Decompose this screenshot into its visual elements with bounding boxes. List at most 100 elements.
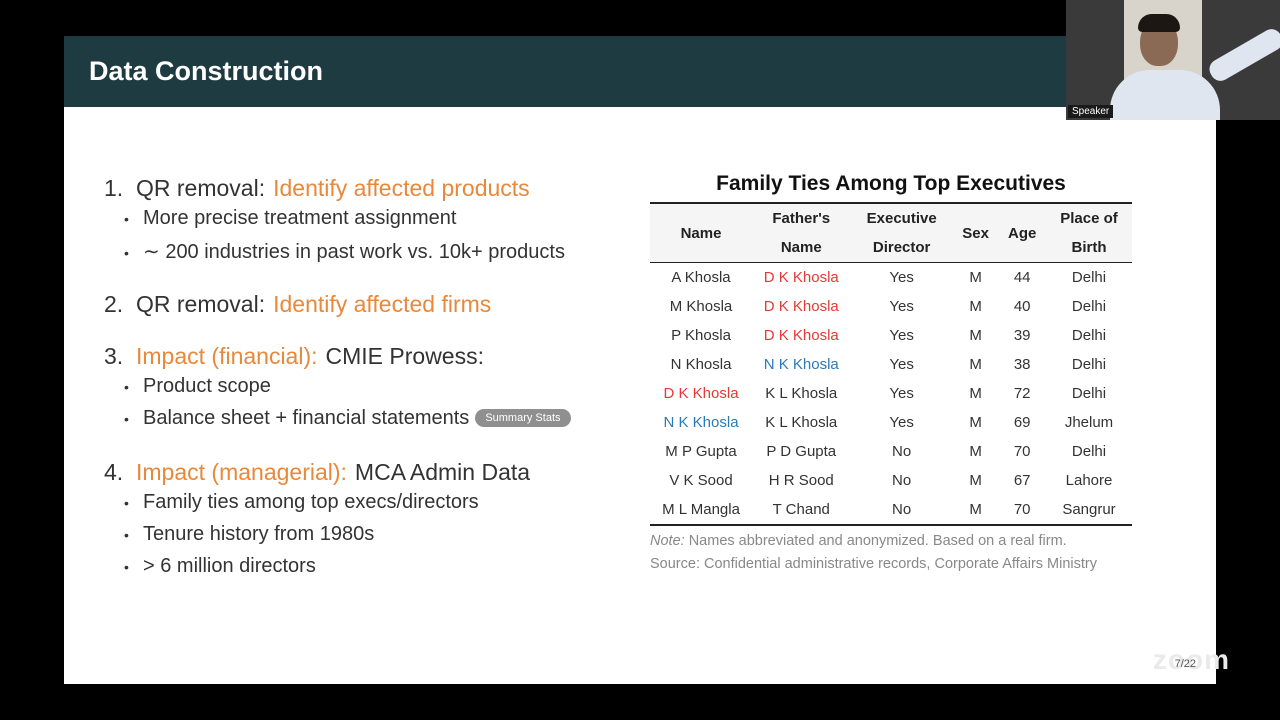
column-header-line: Place of [1060, 210, 1118, 227]
speaker-video-tile[interactable]: Speaker [1066, 0, 1280, 120]
cell-birth: Delhi [1071, 443, 1107, 460]
column-header-line: Name [680, 224, 722, 242]
item-highlight: Impact (managerial): [136, 459, 347, 485]
data-table: Name Father's Name Executive Director Sex Age P… [650, 202, 1132, 526]
cell-name: N K Khosla [663, 414, 739, 431]
sub-item-text: More precise treatment assignment [143, 207, 457, 229]
cell-age: 38 [1013, 356, 1031, 373]
list-item: 1. QR removal: Identify affected products [104, 175, 644, 207]
item-highlight: Identify affected firms [273, 291, 492, 317]
column-header: Age [998, 202, 1046, 263]
cell-age: 44 [1013, 269, 1031, 286]
column-header-line: Director [872, 239, 931, 256]
cell-birth: Delhi [1071, 356, 1107, 373]
list-item: 3. Impact (financial): CMIE Prowess: [104, 343, 644, 375]
column-header: Name [650, 202, 753, 263]
item-number: 3. [104, 343, 124, 369]
bullet-list: 1. QR removal: Identify affected products •… [104, 171, 644, 587]
sub-item-text: Tenure history from 1980s [143, 523, 375, 545]
sub-item: • Balance sheet + financial statements Sum… [124, 407, 644, 439]
cell-sex: M [969, 414, 982, 431]
column-header-line: Birth [1071, 239, 1107, 256]
cell-sex: M [952, 495, 999, 526]
cell-sex: M [969, 385, 982, 402]
cell-age: 40 [1013, 298, 1031, 315]
list-item: 4. Impact (managerial): MCA Admin Data [104, 459, 644, 491]
cell-name: N Khosla [670, 356, 732, 373]
cell-father: D K Khosla [763, 269, 839, 286]
table-row: M P Gupta P D Gupta No M 70 Delhi [650, 437, 1132, 466]
list-item: 2. QR removal: Identify affected firms [104, 291, 644, 323]
cell-age: 70 [1013, 443, 1031, 460]
cell-name: P Khosla [671, 327, 731, 344]
cell-exec: No [850, 495, 953, 526]
bullet-icon: • [124, 559, 129, 575]
cell-birth: Delhi [1071, 269, 1107, 286]
cell-exec: Yes [889, 385, 914, 402]
cell-father: T Chand [752, 495, 851, 526]
sub-item: • ∼ 200 industries in past work vs. 10k+ … [124, 239, 644, 271]
bullet-icon: • [124, 495, 129, 511]
table-row: V K Sood H R Sood No M 67 Lahore [650, 466, 1132, 495]
cell-father: D K Khosla [763, 298, 839, 315]
cell-name: D K Khosla [663, 385, 739, 402]
cell-exec: No [892, 443, 912, 460]
cell-name: M P Gupta [665, 443, 737, 460]
cell-father: N K Khosla [763, 356, 839, 373]
table-body: A Khosla D K Khosla Yes M 44 Delhi M Khosla D K… [650, 263, 1132, 526]
speaker-body [1110, 70, 1220, 120]
cell-sex: M [969, 472, 982, 489]
table-row: A Khosla D K Khosla Yes M 44 Delhi [650, 263, 1132, 293]
cell-sex: M [969, 443, 982, 460]
cell-name: M L Mangla [650, 495, 753, 526]
item-number: 2. [104, 291, 124, 317]
bullet-icon: • [124, 245, 129, 261]
item-highlight: Impact (financial): [136, 343, 318, 369]
page-number: 7/22 [1174, 658, 1196, 670]
sub-item: • > 6 million directors [124, 555, 644, 587]
item-number: 1. [104, 175, 124, 201]
cell-father: H R Sood [768, 472, 834, 489]
cell-name: M Khosla [669, 298, 733, 315]
bullet-icon: • [124, 211, 129, 227]
table-row: N K Khosla K L Khosla Yes M 69 Jhelum [650, 408, 1132, 437]
cell-exec: Yes [889, 327, 914, 344]
table-note: Note: Names abbreviated and anonymized. … [650, 530, 1132, 576]
column-header: Sex [952, 202, 999, 263]
table-row: D K Khosla K L Khosla Yes M 72 Delhi [650, 379, 1132, 408]
sub-item-text: Balance sheet + financial statements [143, 407, 470, 429]
bullet-icon: • [124, 527, 129, 543]
zoom-watermark: zoom [1152, 644, 1230, 675]
cell-exec: Yes [889, 414, 914, 431]
cell-age: 67 [1013, 472, 1031, 489]
cell-sex: M [969, 327, 982, 344]
table-row: P Khosla D K Khosla Yes M 39 Delhi [650, 321, 1132, 350]
speaker-label: Speaker [1068, 105, 1114, 118]
cell-sex: M [969, 269, 982, 286]
speaker-hair [1138, 14, 1180, 32]
cell-exec: No [892, 472, 912, 489]
cell-exec: Yes [889, 356, 914, 373]
cell-birth: Delhi [1071, 385, 1107, 402]
family-ties-table: Family Ties Among Top Executives Name Fat… [650, 172, 1132, 576]
cell-sex: M [969, 356, 982, 373]
column-header-line: Executive [866, 210, 937, 227]
sub-item: • Tenure history from 1980s [124, 523, 644, 555]
cell-birth: Jhelum [1064, 414, 1114, 431]
summary-stats-button[interactable]: Summary Stats [475, 409, 571, 427]
cell-birth: Delhi [1071, 327, 1107, 344]
column-header: Executive Director [850, 202, 953, 263]
sub-item-text: Product scope [143, 375, 271, 397]
slide: Data Construction 1. QR removal: Identify … [64, 36, 1229, 684]
table-row: N Khosla N K Khosla Yes M 38 Delhi [650, 350, 1132, 379]
cell-birth: Sangrur [1046, 495, 1132, 526]
sub-item-text: Family ties among top execs/directors [143, 491, 479, 513]
table-title: Family Ties Among Top Executives [716, 172, 1066, 195]
column-header: Father's Name [752, 202, 851, 263]
sub-item: • More precise treatment assignment [124, 207, 644, 239]
table-row: M Khosla D K Khosla Yes M 40 Delhi [650, 292, 1132, 321]
table-row: M L Mangla T Chand No M 70 Sangrur [650, 495, 1132, 526]
cell-name: V K Sood [669, 472, 733, 489]
item-rest: MCA Admin Data [354, 459, 531, 485]
sub-item: • Family ties among top execs/directors [124, 491, 644, 523]
